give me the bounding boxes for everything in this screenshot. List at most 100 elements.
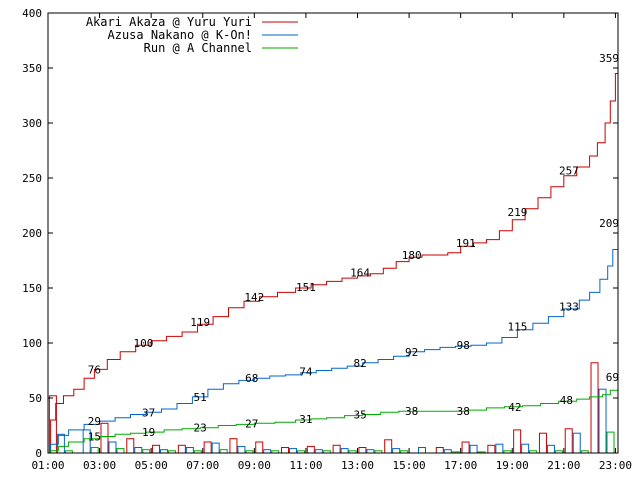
point-label: 76 <box>88 363 101 376</box>
x-tick-label: 05:00 <box>135 459 168 472</box>
hourly-bar <box>435 447 444 454</box>
hourly-bar <box>417 447 426 454</box>
point-label: 68 <box>245 372 258 385</box>
point-label: 209 <box>599 217 619 230</box>
hourly-bar <box>461 441 470 454</box>
hourly-bar <box>134 447 143 454</box>
hourly-bar <box>521 443 530 454</box>
cumulative-lines <box>48 58 619 454</box>
hourly-bar <box>392 448 401 454</box>
hourly-bar <box>281 447 290 454</box>
hourly-bar <box>606 431 615 454</box>
hourly-bar <box>211 442 220 454</box>
y-tick-label: 50 <box>29 392 42 405</box>
point-label: 257 <box>559 164 579 177</box>
hourly-bar <box>237 445 246 454</box>
hourly-bar <box>108 441 117 454</box>
hourly-bar <box>598 388 607 454</box>
series-line <box>48 377 619 454</box>
point-label: 37 <box>142 406 155 419</box>
legend-entry: Azusa Nakano @ K-On! <box>108 28 253 42</box>
hourly-bar <box>116 448 125 454</box>
point-label: 82 <box>353 357 366 370</box>
x-tick-label: 21:00 <box>547 459 580 472</box>
hourly-bar <box>229 438 238 454</box>
hourly-bar <box>538 432 547 454</box>
point-label: 98 <box>457 339 470 352</box>
point-label: 35 <box>353 409 366 422</box>
hourly-bar <box>332 444 341 454</box>
point-label: 31 <box>299 413 312 426</box>
point-label: 164 <box>350 267 370 280</box>
series-line <box>48 58 619 454</box>
point-label: 15 <box>88 431 101 444</box>
x-tick-label: 17:00 <box>444 459 477 472</box>
hourly-bar <box>572 432 581 454</box>
y-tick-label: 200 <box>22 227 42 240</box>
x-tick-label: 09:00 <box>238 459 271 472</box>
legend-entry: Akari Akaza @ Yuru Yuri <box>86 15 252 29</box>
series-line <box>48 223 619 454</box>
point-label: 74 <box>299 366 313 379</box>
y-tick-label: 100 <box>22 337 42 350</box>
hourly-bar <box>203 441 212 454</box>
hourly-bar <box>185 447 194 454</box>
point-label: 191 <box>456 237 476 250</box>
x-tick-label: 23:00 <box>599 459 632 472</box>
hourly-bar <box>384 439 393 454</box>
y-tick-label: 150 <box>22 282 42 295</box>
x-tick-label: 11:00 <box>289 459 322 472</box>
hourly-bar <box>564 428 573 454</box>
x-tick-label: 19:00 <box>496 459 529 472</box>
point-label: 142 <box>244 291 264 304</box>
hourly-bar <box>590 362 599 454</box>
hourly-bar <box>358 447 367 454</box>
hourly-bar <box>306 445 315 454</box>
y-tick-label: 350 <box>22 62 42 75</box>
x-tick-label: 01:00 <box>31 459 64 472</box>
hourly-bar <box>255 441 264 454</box>
hourly-bar <box>546 444 555 454</box>
point-label: 51 <box>194 391 207 404</box>
point-label: 100 <box>133 337 153 350</box>
point-label: 92 <box>405 346 418 359</box>
point-label: 69 <box>606 371 619 384</box>
point-label: 23 <box>194 422 207 435</box>
hourly-bar <box>100 422 109 454</box>
point-label: 219 <box>507 206 527 219</box>
x-tick-label: 13:00 <box>341 459 374 472</box>
hourly-bar <box>126 438 135 454</box>
hourly-bar <box>487 444 496 454</box>
hourly-bar <box>90 447 99 454</box>
y-tick-label: 250 <box>22 172 42 185</box>
point-label: 42 <box>508 401 521 414</box>
hourly-bar <box>495 443 504 454</box>
hourly-bar <box>152 444 161 454</box>
x-tick-label: 07:00 <box>186 459 219 472</box>
hourly-bar <box>289 448 298 454</box>
hourly-bars <box>48 362 615 454</box>
y-tick-label: 300 <box>22 117 42 130</box>
point-label: 19 <box>142 426 155 439</box>
point-label: 27 <box>245 417 258 430</box>
point-label: 29 <box>88 415 101 428</box>
point-label: 48 <box>560 394 573 407</box>
point-label: 38 <box>457 405 470 418</box>
point-label: 180 <box>402 249 422 262</box>
hourly-bar <box>177 444 186 454</box>
y-tick-label: 0 <box>35 447 42 460</box>
point-label: 151 <box>296 281 316 294</box>
x-tick-label: 03:00 <box>83 459 116 472</box>
point-labels: 76 100 119 142 151 164 180 191 219 257 359 29 37 51 68… <box>88 52 619 443</box>
point-label: 38 <box>405 405 418 418</box>
hourly-bar <box>469 444 478 454</box>
hourly-bar <box>513 429 522 454</box>
x-tick-label: 15:00 <box>393 459 426 472</box>
plot-frame <box>47 12 619 454</box>
y-tick-label: 400 <box>22 7 42 20</box>
point-label: 119 <box>190 316 210 329</box>
point-label: 133 <box>559 301 579 314</box>
point-label: 115 <box>507 321 527 334</box>
